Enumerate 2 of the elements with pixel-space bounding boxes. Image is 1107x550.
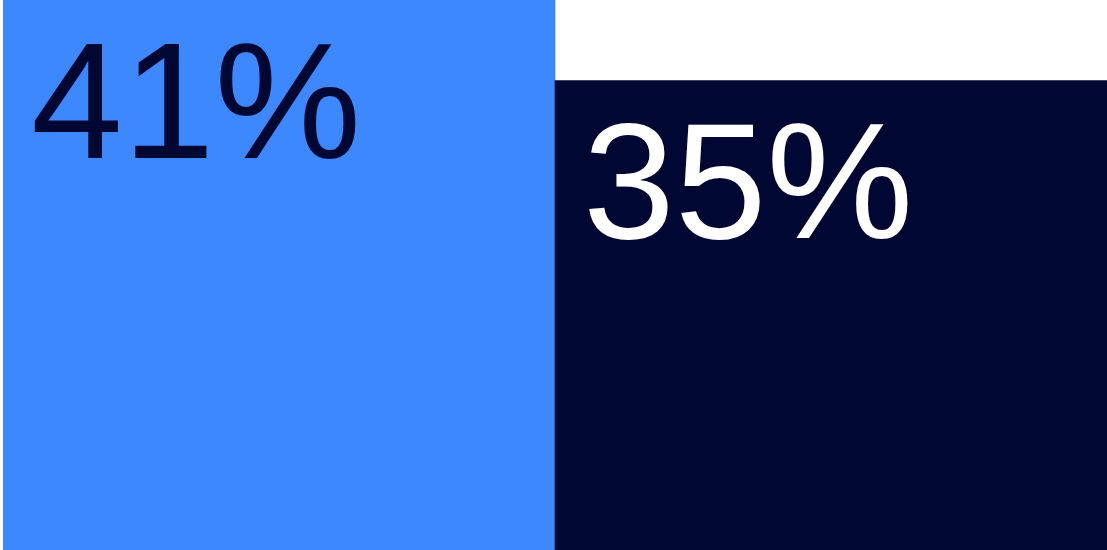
- data-label: 35%: [583, 89, 914, 274]
- data-label: 41%: [31, 9, 362, 193]
